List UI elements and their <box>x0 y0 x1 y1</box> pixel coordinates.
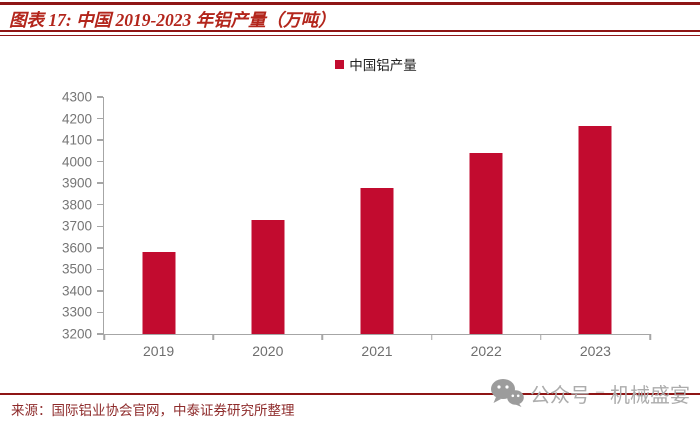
legend-label: 中国铝产量 <box>349 58 417 73</box>
y-tick-label: 4300 <box>61 89 92 105</box>
x-tick-label: 2019 <box>143 343 175 359</box>
y-tick-mark <box>97 160 103 163</box>
bar-2021 <box>360 187 394 334</box>
watermark-separator: – <box>596 383 604 400</box>
y-tick-label: 3600 <box>61 240 92 256</box>
x-tick-mark <box>649 334 651 340</box>
source-note: 来源：国际铝业协会官网，中泰证券研究所整理 <box>11 403 295 418</box>
y-tick-mark <box>97 182 103 184</box>
y-tick-mark <box>97 117 103 120</box>
legend-swatch <box>335 59 345 69</box>
bar-2022 <box>469 153 503 334</box>
y-tick-mark <box>97 311 103 314</box>
header-top-rule <box>0 2 700 5</box>
watermark-label: 公众号 <box>530 384 590 407</box>
y-tick-label: 3500 <box>61 261 92 277</box>
y-tick-mark <box>97 290 103 292</box>
chart-legend: 中国铝产量 <box>103 54 649 74</box>
y-tick-label: 3900 <box>61 175 92 191</box>
x-tick-mark <box>212 334 214 340</box>
x-tick-label: 2023 <box>579 343 611 359</box>
y-axis-labels: 4300 4200 4100 4000 3900 3800 3700 3600 3500 3400… <box>30 90 92 342</box>
bar-2023 <box>578 126 612 334</box>
y-tick-label: 4200 <box>61 111 92 127</box>
y-tick-mark <box>97 247 103 249</box>
x-tick-mark <box>103 334 105 340</box>
header-double-rule <box>0 30 700 36</box>
footer-rule <box>0 393 700 395</box>
x-tick-mark <box>430 334 433 340</box>
y-tick-label: 3300 <box>61 304 92 320</box>
y-tick-mark <box>97 333 103 335</box>
x-tick-label: 2021 <box>361 343 393 359</box>
x-tick-label: 2022 <box>470 343 502 359</box>
bar-2019 <box>142 252 176 334</box>
x-tick-mark <box>540 334 542 340</box>
y-tick-label: 4100 <box>61 132 92 148</box>
y-tick-mark <box>97 139 103 141</box>
y-tick-mark <box>97 96 103 98</box>
y-tick-label: 3200 <box>61 326 92 342</box>
y-tick-label: 3800 <box>61 197 92 213</box>
y-tick-label: 3700 <box>61 218 92 234</box>
y-tick-label: 3400 <box>61 283 92 299</box>
wechat-icon <box>491 379 524 407</box>
y-tick-mark <box>97 225 103 228</box>
y-tick-mark <box>97 268 103 271</box>
plot-area: 2019 2020 2021 2022 2023 <box>97 96 651 359</box>
y-tick-mark <box>97 203 103 206</box>
y-tick-label: 4000 <box>61 154 92 170</box>
x-tick-mark <box>321 334 324 340</box>
bar-2020 <box>251 219 285 334</box>
x-tick-label: 2020 <box>252 343 284 359</box>
watermark: 公众号 – 机械盛宴 <box>490 378 690 408</box>
figure-title: 图表 17: 中国 2019-2023 年铝产量（万吨） <box>9 10 336 30</box>
watermark-brand: 机械盛宴 <box>610 384 690 407</box>
